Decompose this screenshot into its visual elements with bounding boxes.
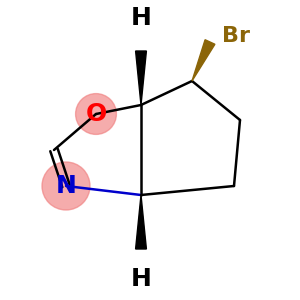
Circle shape	[42, 162, 90, 210]
Polygon shape	[192, 40, 215, 81]
Polygon shape	[136, 195, 146, 249]
Polygon shape	[136, 51, 146, 105]
Circle shape	[76, 94, 116, 134]
Text: O: O	[85, 102, 106, 126]
Text: H: H	[130, 267, 152, 291]
Text: H: H	[130, 6, 152, 30]
Text: Br: Br	[222, 26, 250, 46]
Text: N: N	[56, 174, 76, 198]
